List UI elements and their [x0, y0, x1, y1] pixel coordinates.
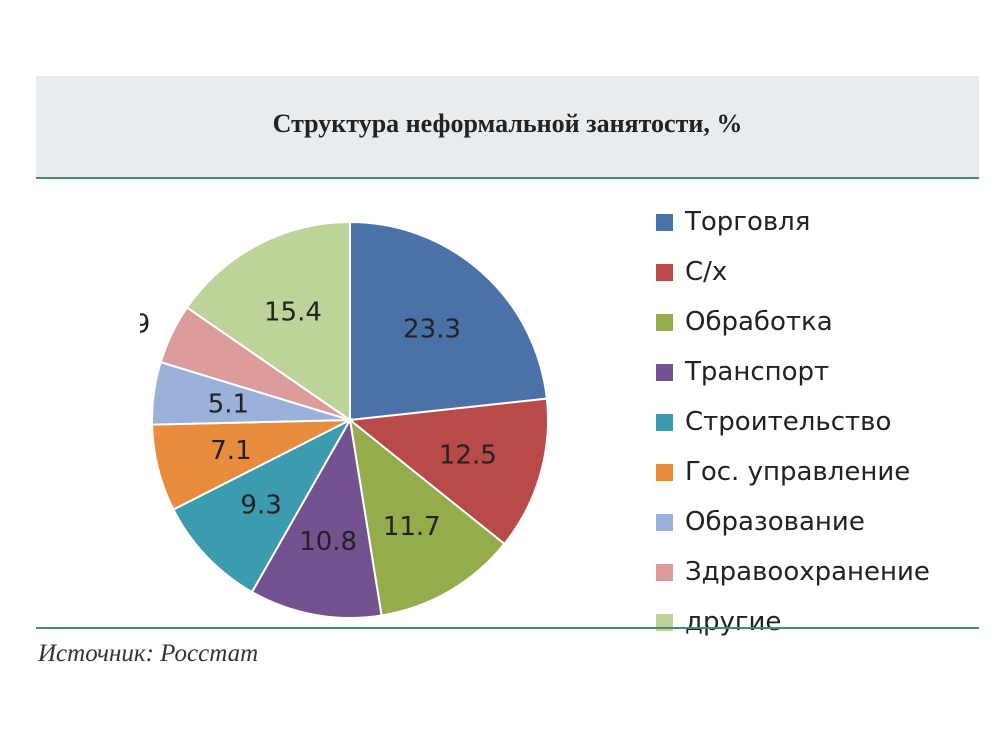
legend-label: Транспорт: [685, 357, 830, 387]
legend-swatch: [656, 563, 673, 581]
source-note: Источник: Росстат: [38, 640, 259, 667]
legend-item-транспорт: Транспорт: [656, 347, 930, 397]
legend-item-с-х: С/х: [656, 247, 930, 297]
pie-slice-обработка: [348, 417, 506, 617]
legend-label: другие: [685, 607, 782, 637]
legend-label: Торговля: [685, 207, 811, 237]
pie-slice-торговля: [349, 220, 548, 422]
data-label-транспорт: 10.8: [299, 527, 357, 557]
data-label-здравоохранение: 4.9: [140, 309, 150, 339]
legend-swatch: [656, 313, 673, 331]
divider: [36, 627, 979, 629]
pie-chart: 23.3 12.5 11.7 10.8 9.3 7.1 5.1 4.9 15.4: [140, 220, 549, 619]
data-label-торговля: 23.3: [403, 315, 461, 345]
legend-label: Обработка: [685, 307, 833, 337]
legend-label: Образование: [685, 507, 865, 537]
data-label-образование: 5.1: [208, 389, 249, 419]
legend-label: Здравоохранение: [685, 557, 930, 587]
data-label-с-х: 12.5: [439, 440, 497, 470]
data-label-другие: 15.4: [264, 297, 322, 327]
legend-label: Гос. управление: [685, 457, 911, 487]
legend-swatch: [656, 263, 673, 281]
pie-slice-с-х: [347, 397, 549, 546]
legend-swatch: [656, 513, 673, 531]
data-label-строительство: 9.3: [240, 491, 281, 521]
legend-item-другие: другие: [656, 597, 930, 647]
legend-label: Строительство: [685, 407, 892, 437]
legend-item-обработка: Обработка: [656, 297, 930, 347]
data-label-гос-управление: 7.1: [210, 436, 251, 466]
legend-swatch: [656, 213, 673, 231]
legend-item-образование: Образование: [656, 497, 930, 547]
title-band: Структура неформальной занятости, %: [36, 76, 979, 179]
legend-item-здравоохранение: Здравоохранение: [656, 547, 930, 597]
legend-item-торговля: Торговля: [656, 197, 930, 247]
legend-swatch: [656, 613, 673, 631]
chart-legend: Торговля С/х Обработка Транспорт Строительст…: [656, 197, 930, 647]
pie-slice-транспорт: [250, 417, 383, 619]
chart-title: Структура неформальной занятости, %: [272, 109, 743, 138]
legend-swatch: [656, 463, 673, 481]
pie-slice-другие: [185, 220, 351, 422]
legend-label: С/х: [685, 257, 728, 287]
legend-swatch: [656, 363, 673, 381]
data-label-обработка: 11.7: [383, 512, 441, 542]
legend-item-гос-управление: Гос. управление: [656, 447, 930, 497]
pie-slice-строительство: [172, 417, 353, 594]
legend-item-строительство: Строительство: [656, 397, 930, 447]
legend-swatch: [656, 413, 673, 431]
